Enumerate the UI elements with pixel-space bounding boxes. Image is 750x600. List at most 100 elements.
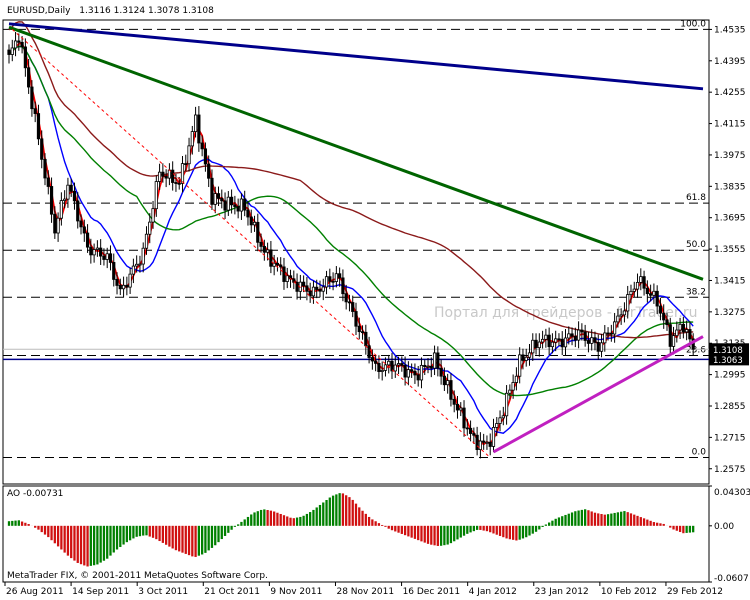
candle-body (380, 369, 384, 372)
candle-body (23, 46, 27, 69)
chart-title: EURUSD,Daily 1.3116 1.3124 1.3078 1.3108 (7, 6, 214, 16)
candle-body (609, 332, 613, 335)
candle-body (308, 290, 312, 297)
candle-body (390, 360, 394, 372)
date-tick-label: 10 Feb 2012 (601, 587, 657, 597)
candle-body (514, 375, 519, 383)
candle-body (321, 286, 325, 292)
date-tick-label: 26 Aug 2011 (6, 587, 64, 597)
candle-body (246, 209, 250, 218)
price-tick-label: 1.3975 (714, 151, 746, 161)
candle-body (177, 182, 181, 185)
ao-panel-frame (2, 485, 710, 583)
candle-body (681, 323, 685, 333)
support-price-label: 1.3063 (713, 356, 743, 366)
candle-body (635, 282, 640, 290)
candle-body (501, 415, 505, 419)
candle-body (53, 213, 57, 234)
candle-body (164, 175, 168, 179)
candle-body (56, 217, 60, 234)
candle-body (599, 342, 604, 352)
candle-body (688, 329, 692, 340)
candle-body (89, 246, 93, 256)
candle-body (220, 197, 224, 202)
date-tick-label: 4 Jan 2012 (469, 587, 517, 597)
candle-body (239, 198, 244, 212)
candle-body (455, 403, 460, 411)
candle-body (33, 108, 37, 114)
candle-body (668, 324, 672, 347)
candle-body (645, 287, 649, 295)
candle-body (226, 196, 230, 211)
candle-body (344, 293, 348, 303)
candle-body (534, 339, 538, 349)
ao-tick-label: -0.0607 (714, 574, 749, 584)
candle-body (570, 333, 574, 337)
candle-body (121, 284, 126, 290)
candle-body (655, 290, 659, 307)
candle-body (446, 380, 450, 386)
candle-body (449, 380, 453, 400)
ao-histogram: 0.04303 0.00 -0.0607 (7, 485, 750, 584)
candle-body (40, 138, 44, 160)
candle-body (102, 255, 106, 260)
date-tick-label: 16 Dec 2011 (403, 587, 461, 597)
candle-body (279, 264, 283, 268)
candle-body (128, 273, 132, 288)
candle-body (256, 221, 260, 243)
candle-body (354, 311, 358, 327)
candle-body (190, 131, 194, 147)
candle-body (462, 407, 466, 429)
candle-body (13, 40, 18, 49)
price-axis: 1.4535 1.4395 1.4255 1.4115 1.3975 1.3835 1.36… (709, 25, 749, 475)
candle-body (174, 182, 178, 184)
candle-body (95, 247, 99, 250)
candle-body (495, 423, 499, 428)
price-tick-label: 1.3415 (714, 276, 746, 286)
candle-body (658, 305, 663, 314)
candle-body (135, 263, 139, 267)
candle-body (547, 334, 551, 348)
date-tick-label: 21 Oct 2011 (204, 587, 260, 597)
candle-body (138, 263, 142, 266)
candle-body (7, 49, 11, 55)
candle-body (577, 329, 581, 341)
candle-body (338, 273, 342, 279)
candle-body (357, 325, 361, 333)
candle-body (616, 315, 620, 323)
fib-level-label: 23.6 (686, 346, 706, 356)
candle-body (521, 354, 525, 361)
candle-body (351, 302, 355, 312)
candle-body (465, 427, 469, 430)
candle-body (63, 198, 67, 201)
candle-body (400, 363, 404, 366)
candle-body (678, 323, 682, 331)
fib-level-label: 50.0 (686, 240, 706, 250)
candle-body (423, 364, 427, 368)
trendline (8, 25, 704, 281)
candle-body (76, 200, 80, 222)
candle-body (27, 67, 31, 88)
candle-body (573, 335, 577, 341)
fib-level-label: 61.8 (686, 193, 706, 203)
candle-body (504, 392, 509, 417)
candle-body (66, 184, 70, 200)
candle-body (478, 440, 482, 450)
trendlines (8, 22, 704, 458)
candle-body (252, 221, 257, 226)
price-tick-label: 1.4255 (714, 88, 746, 98)
candle-body (508, 389, 512, 394)
candle-body (475, 434, 479, 450)
candle-body (537, 341, 541, 349)
candle-body (236, 206, 240, 212)
ao-tick-label: 0.00 (714, 522, 734, 532)
candle-body (642, 276, 646, 289)
candle-body (318, 289, 322, 292)
date-tick-label: 14 Sep 2011 (72, 587, 129, 597)
candle-body (118, 285, 122, 290)
candle-body (324, 276, 329, 288)
candle-body (554, 338, 558, 343)
trendline (8, 22, 704, 91)
price-tick-label: 1.2575 (714, 465, 746, 475)
